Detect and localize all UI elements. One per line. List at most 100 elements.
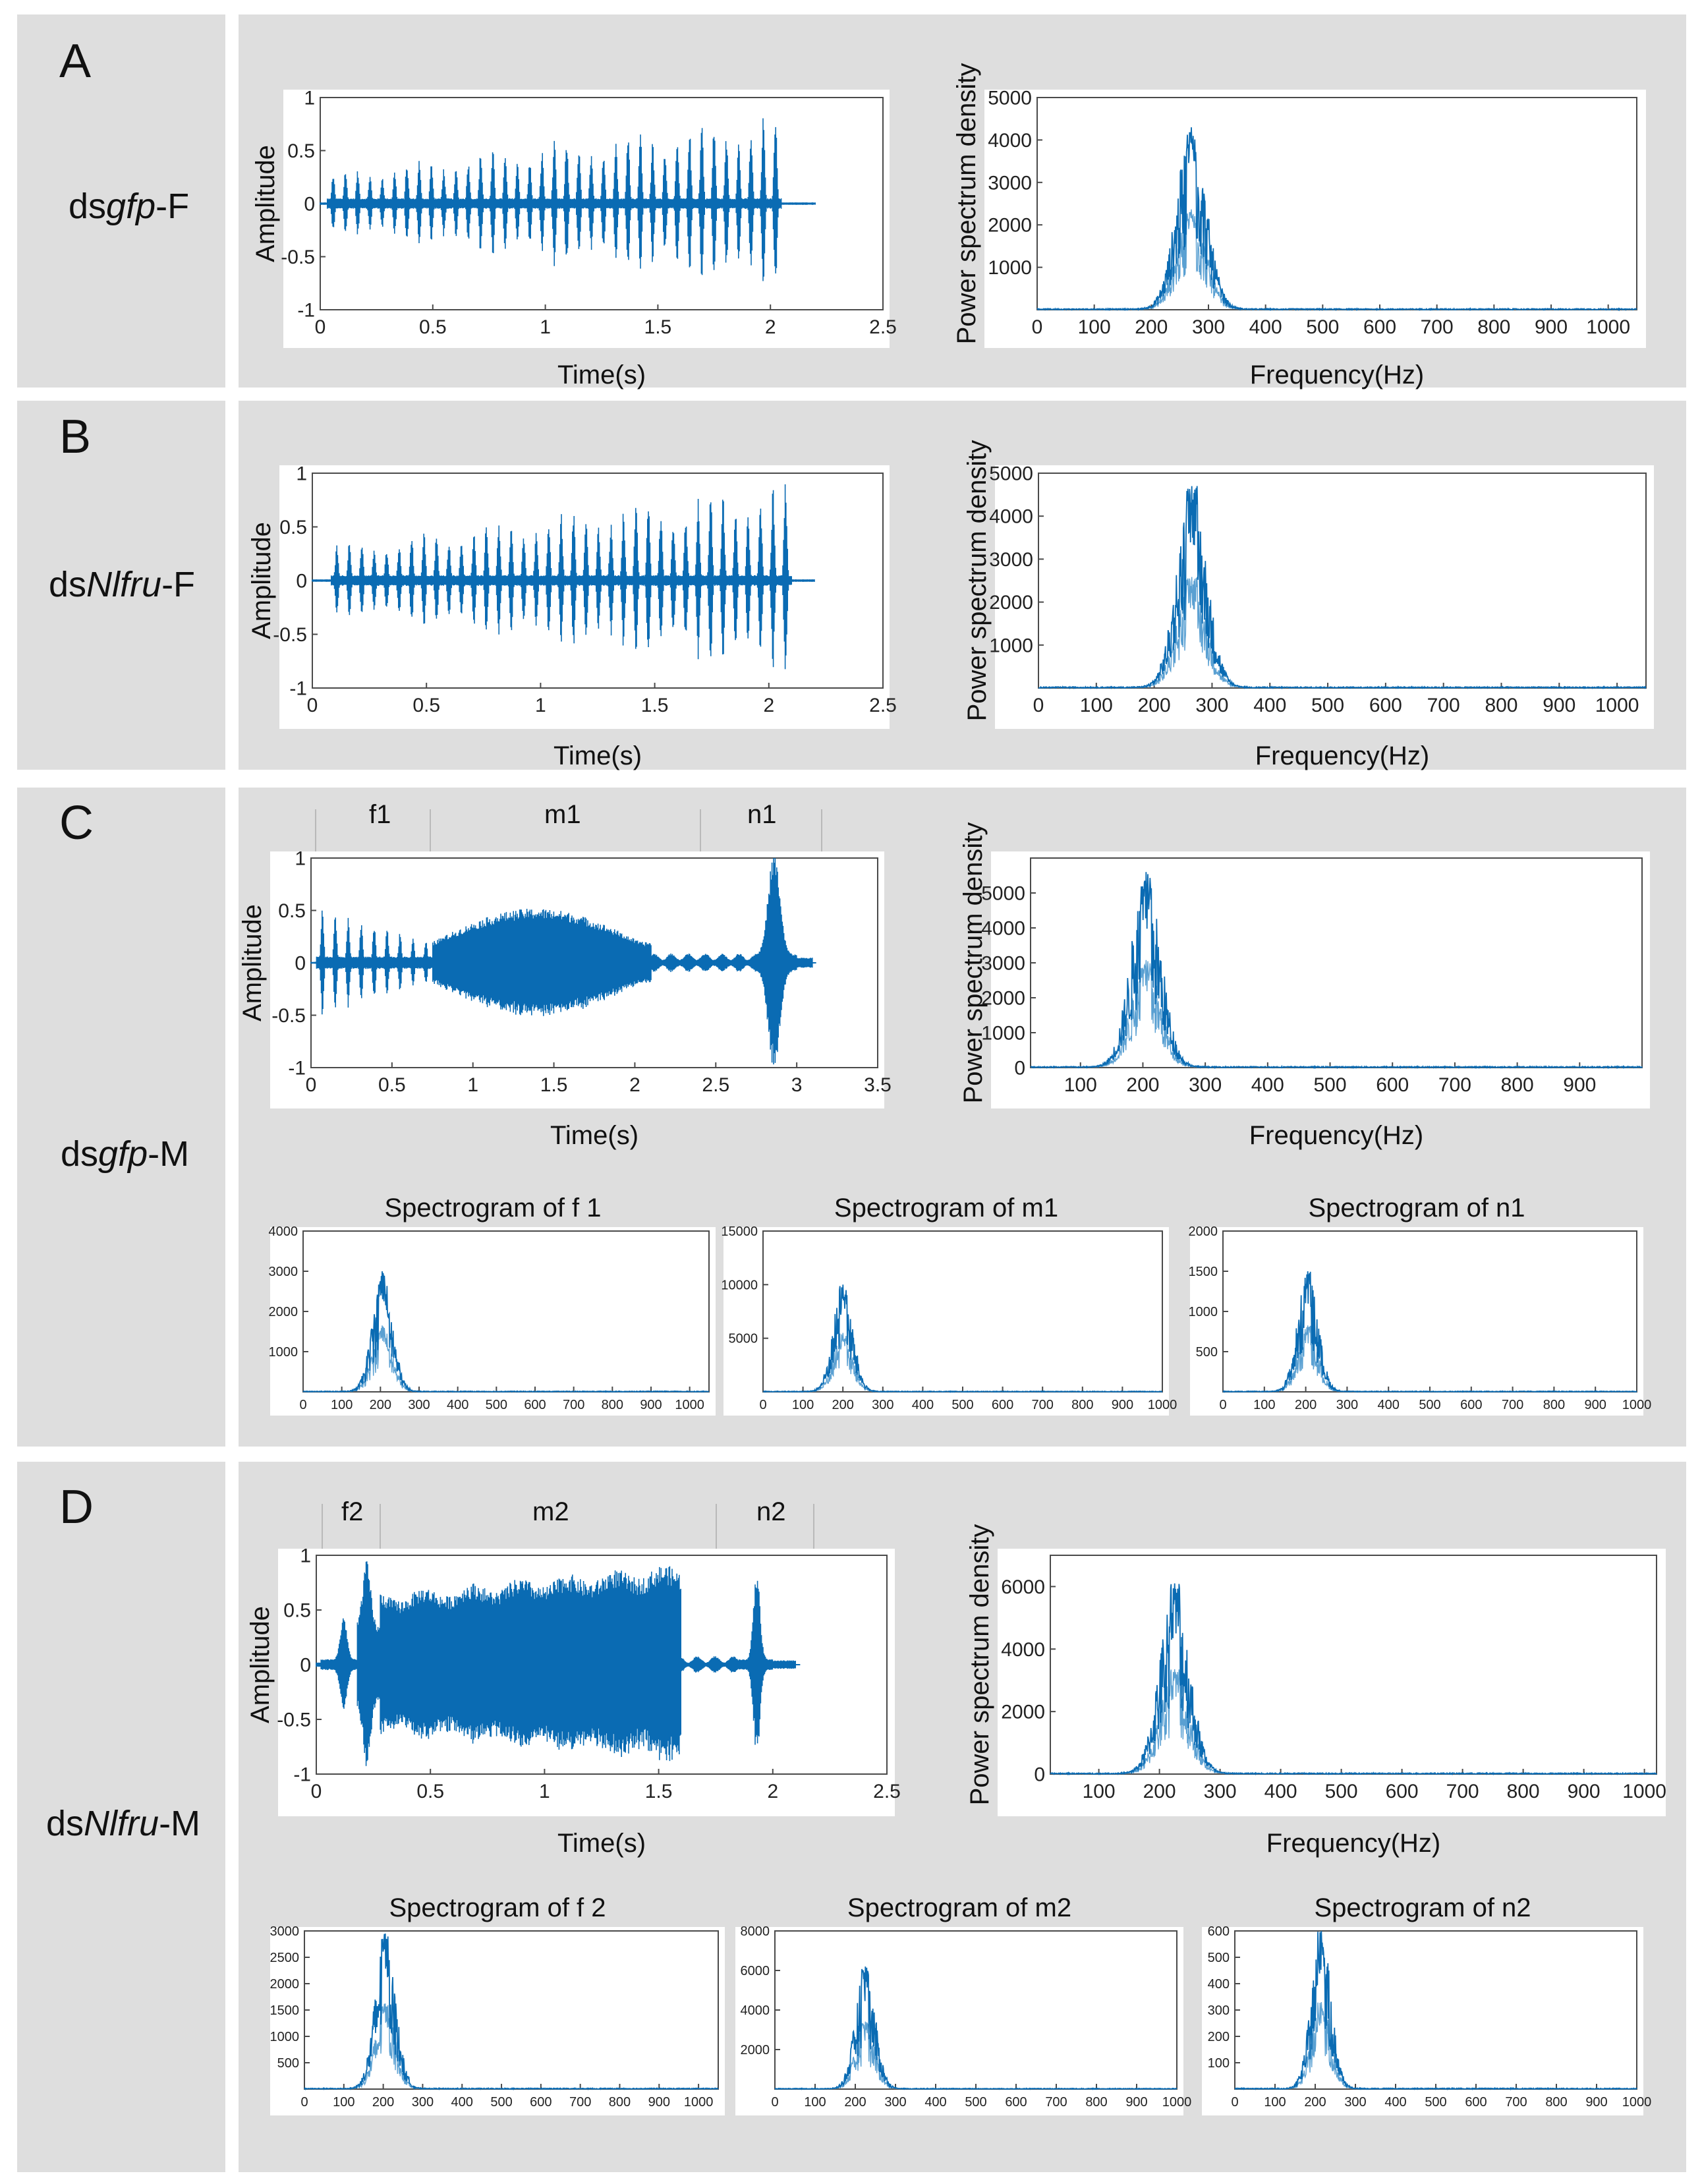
- y-tick-label: 500: [1196, 1345, 1218, 1360]
- axes-box: [1050, 1555, 1657, 1775]
- x-tick-label: 0.5: [416, 1781, 444, 1802]
- x-tick-label: 900: [648, 2095, 670, 2110]
- row-a-label-panel: [17, 14, 225, 388]
- x-tick-label: 0: [306, 1074, 317, 1096]
- spectrum-trace: [304, 1933, 719, 2091]
- x-tick-label: 900: [1568, 1781, 1601, 1802]
- chart-svg: 0 100 200 300 400 500 600 700 800 900 1000 500 1000 1…: [1189, 1193, 1652, 1412]
- x-tick-label: 200: [1138, 695, 1171, 716]
- x-axis-label: Frequency(Hz): [1249, 1121, 1424, 1150]
- x-tick-label: 0: [1033, 695, 1044, 716]
- x-tick-label: 800: [1545, 2095, 1567, 2110]
- row-label-d-gene: Nlfru: [84, 1804, 159, 1843]
- x-tick-label: 200: [1295, 1398, 1317, 1412]
- chart-d-power-spectrum: 100 200 300 400 500 600 700 800 900 1000 0 2000 4000…: [965, 1524, 1666, 1858]
- segment-label-f2: f2: [341, 1497, 364, 1526]
- x-tick-label: 1000: [1622, 1781, 1666, 1802]
- row-label-b-prefix: ds: [49, 565, 87, 604]
- x-axis-label: Time(s): [557, 360, 646, 389]
- row-label-c-suffix: -M: [148, 1134, 190, 1174]
- chart-svg: 0 0.5 1 1.5 2 2.5 -1 -0.5 0 0.5 1 Time(s) Amplitude: [251, 88, 897, 390]
- row-label-b-suffix: -F: [161, 565, 196, 604]
- x-tick-label: 300: [1189, 1074, 1222, 1096]
- x-tick-label: 700: [1045, 2095, 1067, 2110]
- spectrum-trace: [1234, 1930, 1637, 2091]
- x-tick-label: 100: [331, 1398, 353, 1412]
- chart-title: Spectrogram of m1: [834, 1193, 1058, 1222]
- y-tick-label: 1000: [988, 257, 1032, 279]
- segment-divider: [716, 1504, 717, 1583]
- y-tick-label: 1: [304, 88, 315, 109]
- x-tick-label: 700: [569, 2095, 591, 2110]
- row-d-label-panel: [17, 1462, 225, 2172]
- x-tick-label: 1: [535, 695, 546, 716]
- y-tick-label: 1000: [981, 1023, 1025, 1045]
- x-tick-label: 300: [884, 2095, 906, 2110]
- chart-d-waveform: 0 0.5 1 1.5 2 2.5 -1 -0.5 0 0.5 1 Time(s) Amplitude: [246, 1545, 901, 1858]
- x-tick-label: 100: [1083, 1781, 1116, 1802]
- chart-b-waveform: 0 0.5 1 1.5 2 2.5 -1 -0.5 0 0.5 1 Time(s) Amplitude: [247, 463, 897, 771]
- x-tick-label: 600: [992, 1398, 1013, 1412]
- y-tick-label: 1: [295, 848, 306, 870]
- x-tick-label: 400: [451, 2095, 473, 2110]
- y-tick-label: 5000: [729, 1332, 758, 1346]
- chart-svg: 0 100 200 300 400 500 600 700 800 900 1000 100 200 30…: [1208, 1893, 1652, 2110]
- x-tick-label: 1000: [1622, 1398, 1652, 1412]
- chart-a-waveform: 0 0.5 1 1.5 2 2.5 -1 -0.5 0 0.5 1 Time(s) Amplitude: [251, 88, 897, 390]
- spectrum-trace: [1036, 127, 1637, 312]
- x-tick-label: 1.5: [540, 1074, 568, 1096]
- y-tick-label: 1000: [989, 635, 1033, 656]
- x-tick-label: 800: [1477, 316, 1510, 338]
- x-tick-label: 100: [1080, 695, 1113, 716]
- x-tick-label: 2: [763, 695, 774, 716]
- axes-box: [762, 1230, 1163, 1393]
- spectrum-trace: [1038, 486, 1647, 690]
- panel-letter-d: D: [59, 1481, 94, 1534]
- x-tick-label: 500: [1419, 1398, 1440, 1412]
- x-tick-label: 900: [1585, 2095, 1607, 2110]
- y-axis-label: Power spectrum density: [963, 440, 992, 722]
- spectrum-trace: [762, 1284, 1163, 1393]
- y-tick-label: 0.5: [283, 1600, 311, 1622]
- y-tick-label: 15000: [721, 1224, 758, 1239]
- panel-letter-a: A: [59, 35, 92, 88]
- x-tick-label: 300: [1344, 2095, 1366, 2110]
- segment-divider: [380, 1504, 381, 1583]
- x-tick-label: 800: [1485, 695, 1518, 716]
- spectrum-trace-secondary: [774, 2021, 1177, 2090]
- y-tick-label: 0: [1034, 1764, 1045, 1786]
- waveform-trace: [310, 858, 813, 1065]
- x-tick-label: 700: [1421, 316, 1454, 338]
- x-tick-label: 800: [1085, 2095, 1107, 2110]
- chart-svg: 0 100 200 300 400 500 600 700 800 900 1000 500 1000 1…: [270, 1893, 719, 2110]
- y-tick-label: 0: [296, 571, 307, 592]
- y-tick-label: 400: [1208, 1977, 1230, 1992]
- chart-c-waveform: 0 0.5 1 1.5 2 2.5 3 3.5 -1 -0.5 0 0.5 1 Time(s) Amplit…: [238, 848, 892, 1151]
- x-tick-label: 0: [299, 1398, 306, 1412]
- x-tick-label: 2.5: [869, 316, 897, 338]
- x-tick-label: 400: [1378, 1398, 1400, 1412]
- x-axis-label: Time(s): [550, 1121, 638, 1150]
- spectrum-trace-secondary: [1234, 2001, 1637, 2090]
- row-label-a-prefix: ds: [69, 187, 107, 226]
- y-tick-label: 4000: [1001, 1639, 1045, 1661]
- row-label-b-gene: Nlfru: [86, 565, 162, 604]
- spectrum-trace-secondary: [1036, 209, 1637, 311]
- x-tick-label: 200: [1304, 2095, 1326, 2110]
- x-tick-label: 900: [1112, 1398, 1133, 1412]
- chart-svg: 0 100 200 300 400 500 600 700 800 900 1000 5000 1000…: [721, 1193, 1177, 1412]
- y-tick-label: -1: [288, 1058, 306, 1079]
- y-tick-label: 1000: [269, 1345, 298, 1360]
- x-tick-label: 900: [640, 1398, 662, 1412]
- chart-c-spectrogram-m1: 0 100 200 300 400 500 600 700 800 900 1000 5000 1000…: [721, 1193, 1177, 1416]
- x-tick-label: 700: [1427, 695, 1460, 716]
- spectrum-trace: [1222, 1271, 1637, 1393]
- row-label-d-prefix: ds: [46, 1804, 84, 1843]
- y-tick-label: -1: [289, 678, 307, 700]
- y-tick-label: 200: [1208, 2030, 1230, 2044]
- x-tick-label: 100: [1064, 1074, 1097, 1096]
- panel-letter-b: B: [59, 411, 92, 463]
- y-tick-label: -0.5: [281, 246, 315, 268]
- x-tick-label: 0: [771, 2095, 778, 2110]
- chart-svg: 100 200 300 400 500 600 700 800 900 1000 0 2000 4000…: [965, 1524, 1666, 1858]
